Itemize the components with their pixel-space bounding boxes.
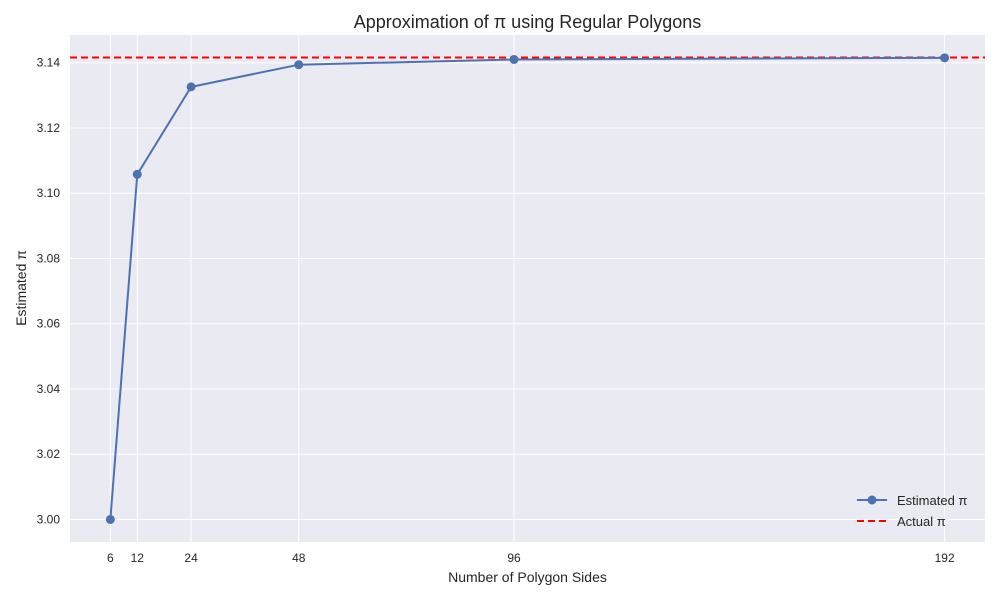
y-tick-label: 3.04 — [37, 382, 61, 396]
x-tick-labels: 6 12 24 48 96 192 — [107, 551, 955, 565]
legend: Estimated π Actual π — [857, 493, 967, 529]
y-tick-labels: 3.00 3.02 3.04 3.06 3.08 3.10 3.12 3.14 — [37, 56, 61, 527]
y-tick-label: 3.14 — [37, 56, 61, 70]
legend-marker-estimated — [867, 495, 877, 505]
x-tick-label: 12 — [131, 551, 145, 565]
x-tick-label: 96 — [507, 551, 521, 565]
y-tick-label: 3.06 — [37, 317, 61, 331]
x-tick-label: 48 — [292, 551, 306, 565]
estimated-pi-point — [105, 514, 115, 524]
estimated-pi-point — [186, 82, 196, 92]
estimated-pi-line — [109, 56, 945, 520]
y-tick-label: 3.10 — [37, 186, 61, 200]
x-axis-label: Number of Polygon Sides — [448, 569, 607, 585]
x-tick-label: 192 — [935, 551, 955, 565]
y-axis-label: Estimated π — [13, 250, 29, 326]
chart-title: Approximation of π using Regular Polygon… — [354, 12, 702, 32]
legend-label-actual: Actual π — [897, 514, 946, 529]
x-tick-label: 6 — [107, 551, 114, 565]
y-tick-label: 3.12 — [37, 121, 61, 135]
y-tick-label: 3.00 — [37, 512, 61, 526]
x-tick-label: 24 — [184, 551, 198, 565]
estimated-pi-point — [509, 54, 519, 64]
legend-label-estimated: Estimated π — [897, 493, 967, 508]
estimated-pi-point — [132, 169, 142, 179]
plot-background — [70, 35, 985, 542]
estimated-pi-point — [294, 60, 304, 70]
estimated-pi-point — [940, 53, 950, 63]
y-tick-label: 3.02 — [37, 447, 61, 461]
grid — [70, 35, 985, 542]
y-tick-label: 3.08 — [37, 251, 61, 265]
series-layer — [105, 53, 950, 524]
